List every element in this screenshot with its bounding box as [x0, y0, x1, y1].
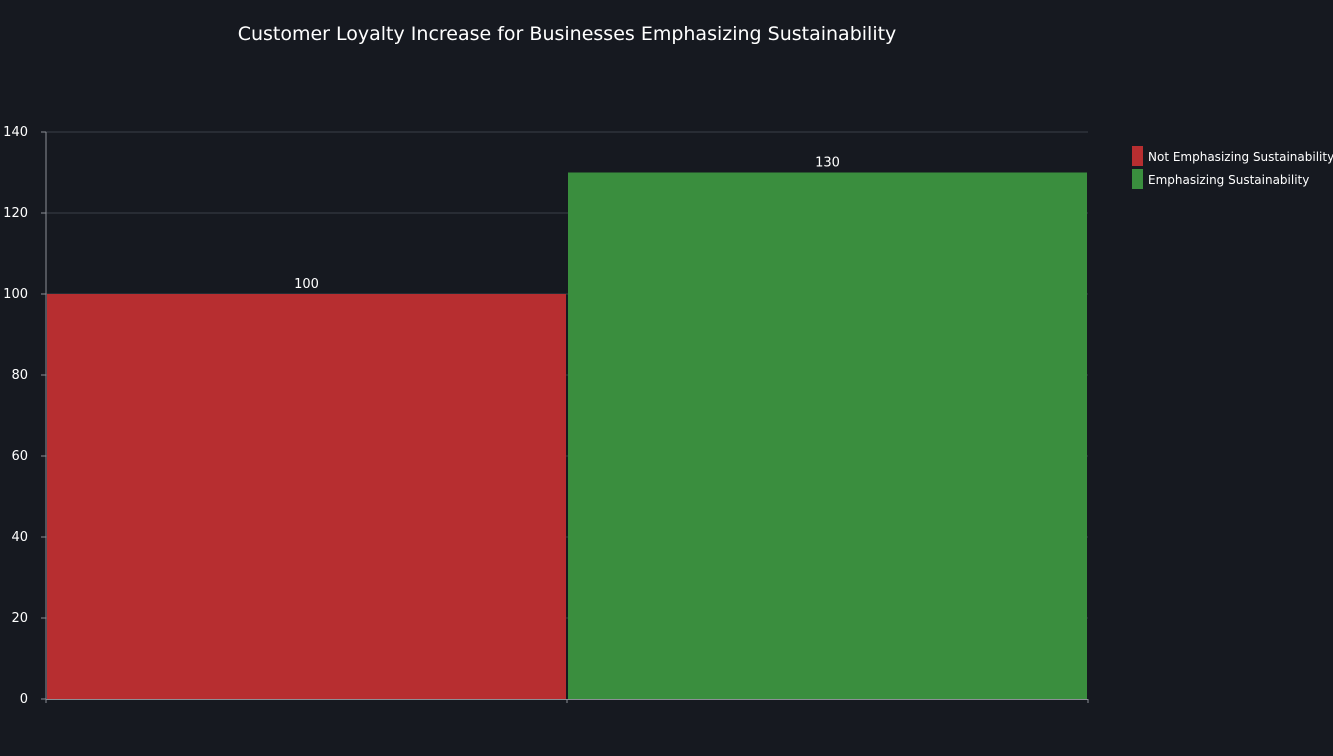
bar-not-emphasizing[interactable]	[47, 294, 566, 699]
y-tick-label: 80	[11, 368, 28, 383]
legend: Not Emphasizing Sustainability Emphasizin…	[1132, 146, 1333, 189]
chart-title: Customer Loyalty Increase for Businesses…	[238, 23, 897, 45]
bar-emphasizing[interactable]	[568, 172, 1087, 700]
data-label: 100	[294, 277, 319, 292]
legend-label: Not Emphasizing Sustainability	[1148, 150, 1333, 164]
y-tick-label: 20	[11, 611, 28, 626]
legend-label: Emphasizing Sustainability	[1148, 173, 1309, 187]
data-labels: 100 130	[294, 156, 840, 293]
y-tick-label: 100	[3, 287, 28, 302]
bars	[47, 172, 1087, 700]
y-tick-label: 60	[11, 449, 28, 464]
axes: 0 20 40 60 80 100 120 140	[3, 125, 1089, 707]
legend-swatch	[1132, 169, 1143, 189]
y-tick-label: 140	[3, 125, 28, 140]
y-tick-label: 40	[11, 530, 28, 545]
data-label: 130	[815, 156, 840, 171]
legend-item-emphasizing[interactable]: Emphasizing Sustainability	[1132, 169, 1309, 189]
legend-item-not-emphasizing[interactable]: Not Emphasizing Sustainability	[1132, 146, 1333, 166]
y-tick-label: 120	[3, 206, 28, 221]
y-tick-label: 0	[20, 692, 28, 707]
legend-swatch	[1132, 146, 1143, 166]
